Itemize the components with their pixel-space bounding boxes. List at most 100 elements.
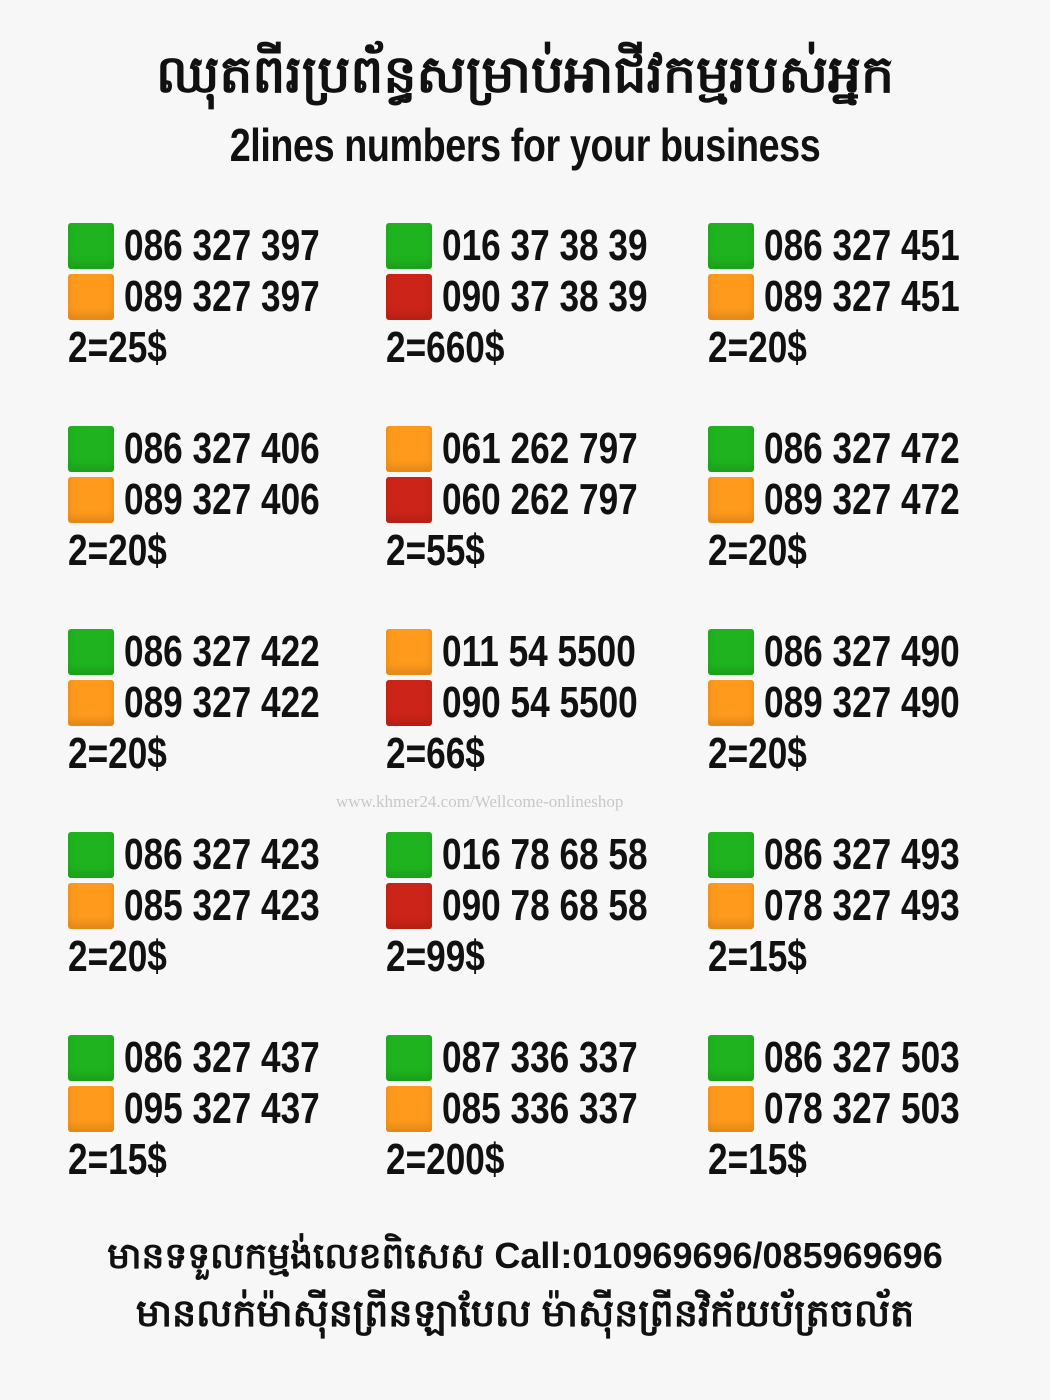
phone-line: 089 327 490 xyxy=(708,679,1009,727)
orange-square-icon xyxy=(68,883,114,929)
price-label: 2=20$ xyxy=(708,323,807,372)
phone-number: 095 327 437 xyxy=(124,1084,320,1133)
price-label: 2=20$ xyxy=(68,526,167,575)
green-square-icon xyxy=(68,426,114,472)
orange-square-icon xyxy=(708,477,754,523)
phone-line: 089 327 406 xyxy=(68,476,369,524)
price-label: 2=660$ xyxy=(386,323,505,372)
phone-line: 086 327 503 xyxy=(708,1034,1009,1082)
phone-number: 090 54 5500 xyxy=(442,678,638,727)
phone-number: 089 327 406 xyxy=(124,475,320,524)
phone-number: 086 327 422 xyxy=(124,627,320,676)
green-square-icon xyxy=(708,832,754,878)
phone-number: 078 327 503 xyxy=(764,1084,960,1133)
price-label: 2=20$ xyxy=(708,526,807,575)
phone-number: 089 327 490 xyxy=(764,678,960,727)
price-label: 2=25$ xyxy=(68,323,167,372)
phone-line: 086 327 451 xyxy=(708,222,1009,270)
number-set: 086 327 423 085 327 423 2=20$ xyxy=(68,831,388,991)
number-set: 086 327 472 089 327 472 2=20$ xyxy=(708,425,1028,585)
green-square-icon xyxy=(386,223,432,269)
orange-square-icon xyxy=(708,1086,754,1132)
phone-line: 078 327 493 xyxy=(708,882,1009,930)
orange-square-icon xyxy=(68,1086,114,1132)
phone-line: 095 327 437 xyxy=(68,1085,369,1133)
orange-square-icon xyxy=(386,629,432,675)
green-square-icon xyxy=(68,629,114,675)
phone-number: 078 327 493 xyxy=(764,881,960,930)
phone-number: 060 262 797 xyxy=(442,475,638,524)
phone-line: 090 37 38 39 xyxy=(386,273,699,321)
price-label: 2=99$ xyxy=(386,932,485,981)
phone-number: 089 327 422 xyxy=(124,678,320,727)
phone-number: 089 327 397 xyxy=(124,272,320,321)
phone-number: 086 327 503 xyxy=(764,1033,960,1082)
phone-number: 086 327 423 xyxy=(124,830,320,879)
orange-square-icon xyxy=(386,1086,432,1132)
red-square-icon xyxy=(386,680,432,726)
red-square-icon xyxy=(386,274,432,320)
red-square-icon xyxy=(386,883,432,929)
phone-number: 089 327 451 xyxy=(764,272,960,321)
phone-line: 086 327 493 xyxy=(708,831,1009,879)
phone-line: 060 262 797 xyxy=(386,476,687,524)
phone-line: 090 54 5500 xyxy=(386,679,687,727)
phone-line: 086 327 437 xyxy=(68,1034,369,1082)
phone-line: 089 327 422 xyxy=(68,679,369,727)
phone-line: 016 37 38 39 xyxy=(386,222,699,270)
phone-line: 085 327 423 xyxy=(68,882,369,930)
price-label: 2=20$ xyxy=(708,729,807,778)
phone-number: 011 54 5500 xyxy=(442,627,636,676)
phone-line: 087 336 337 xyxy=(386,1034,687,1082)
title-khmer: ឈុតពីរប្រព័ន្ធសម្រាប់អាជីវកម្មរបស់អ្នក xyxy=(155,46,895,104)
phone-number: 089 327 472 xyxy=(764,475,960,524)
price-label: 2=20$ xyxy=(68,932,167,981)
phone-line: 086 327 422 xyxy=(68,628,369,676)
footer-contact: មានទទួលកម្មង់លេខពិសេស Call:010969696/085… xyxy=(107,1235,943,1276)
phone-number: 016 37 38 39 xyxy=(442,221,648,270)
phone-number: 086 327 397 xyxy=(124,221,320,270)
orange-square-icon xyxy=(68,680,114,726)
phone-number: 090 78 68 58 xyxy=(442,881,648,930)
number-set: 086 327 422 089 327 422 2=20$ xyxy=(68,628,388,788)
red-square-icon xyxy=(386,477,432,523)
green-square-icon xyxy=(68,223,114,269)
price-label: 2=15$ xyxy=(68,1135,167,1184)
price-label: 2=20$ xyxy=(68,729,167,778)
phone-line: 085 336 337 xyxy=(386,1085,687,1133)
green-square-icon xyxy=(68,832,114,878)
orange-square-icon xyxy=(68,477,114,523)
phone-line: 089 327 472 xyxy=(708,476,1009,524)
phone-line: 061 262 797 xyxy=(386,425,687,473)
phone-number: 061 262 797 xyxy=(442,424,638,473)
green-square-icon xyxy=(708,629,754,675)
orange-square-icon xyxy=(708,274,754,320)
title-english: 2lines numbers for your business xyxy=(229,119,821,171)
price-label: 2=66$ xyxy=(386,729,485,778)
number-set: 086 327 490 089 327 490 2=20$ xyxy=(708,628,1028,788)
phone-line: 086 327 472 xyxy=(708,425,1009,473)
footer-printers: មានលក់ម៉ាស៊ីនព្រីនឡាបែល ម៉ាស៊ីនព្រីនវិក័… xyxy=(135,1293,915,1335)
phone-line: 089 327 451 xyxy=(708,273,1009,321)
watermark: www.khmer24.com/Wellcome-onlineshop xyxy=(336,792,624,811)
phone-number: 086 327 437 xyxy=(124,1033,320,1082)
phone-number: 086 327 472 xyxy=(764,424,960,473)
phone-line: 086 327 423 xyxy=(68,831,369,879)
phone-line: 086 327 397 xyxy=(68,222,369,270)
phone-line: 089 327 397 xyxy=(68,273,369,321)
green-square-icon xyxy=(68,1035,114,1081)
price-label: 2=15$ xyxy=(708,1135,807,1184)
green-square-icon xyxy=(708,223,754,269)
number-set: 086 327 493 078 327 493 2=15$ xyxy=(708,831,1028,991)
orange-square-icon xyxy=(68,274,114,320)
number-set: 086 327 397 089 327 397 2=25$ xyxy=(68,222,388,382)
price-label: 2=55$ xyxy=(386,526,485,575)
number-set: 086 327 437 095 327 437 2=15$ xyxy=(68,1034,388,1194)
phone-line: 090 78 68 58 xyxy=(386,882,699,930)
phone-number: 016 78 68 58 xyxy=(442,830,648,879)
phone-number: 085 327 423 xyxy=(124,881,320,930)
phone-number: 087 336 337 xyxy=(442,1033,638,1082)
green-square-icon xyxy=(708,1035,754,1081)
number-set: 087 336 337 085 336 337 2=200$ xyxy=(386,1034,706,1194)
phone-number: 086 327 493 xyxy=(764,830,960,879)
